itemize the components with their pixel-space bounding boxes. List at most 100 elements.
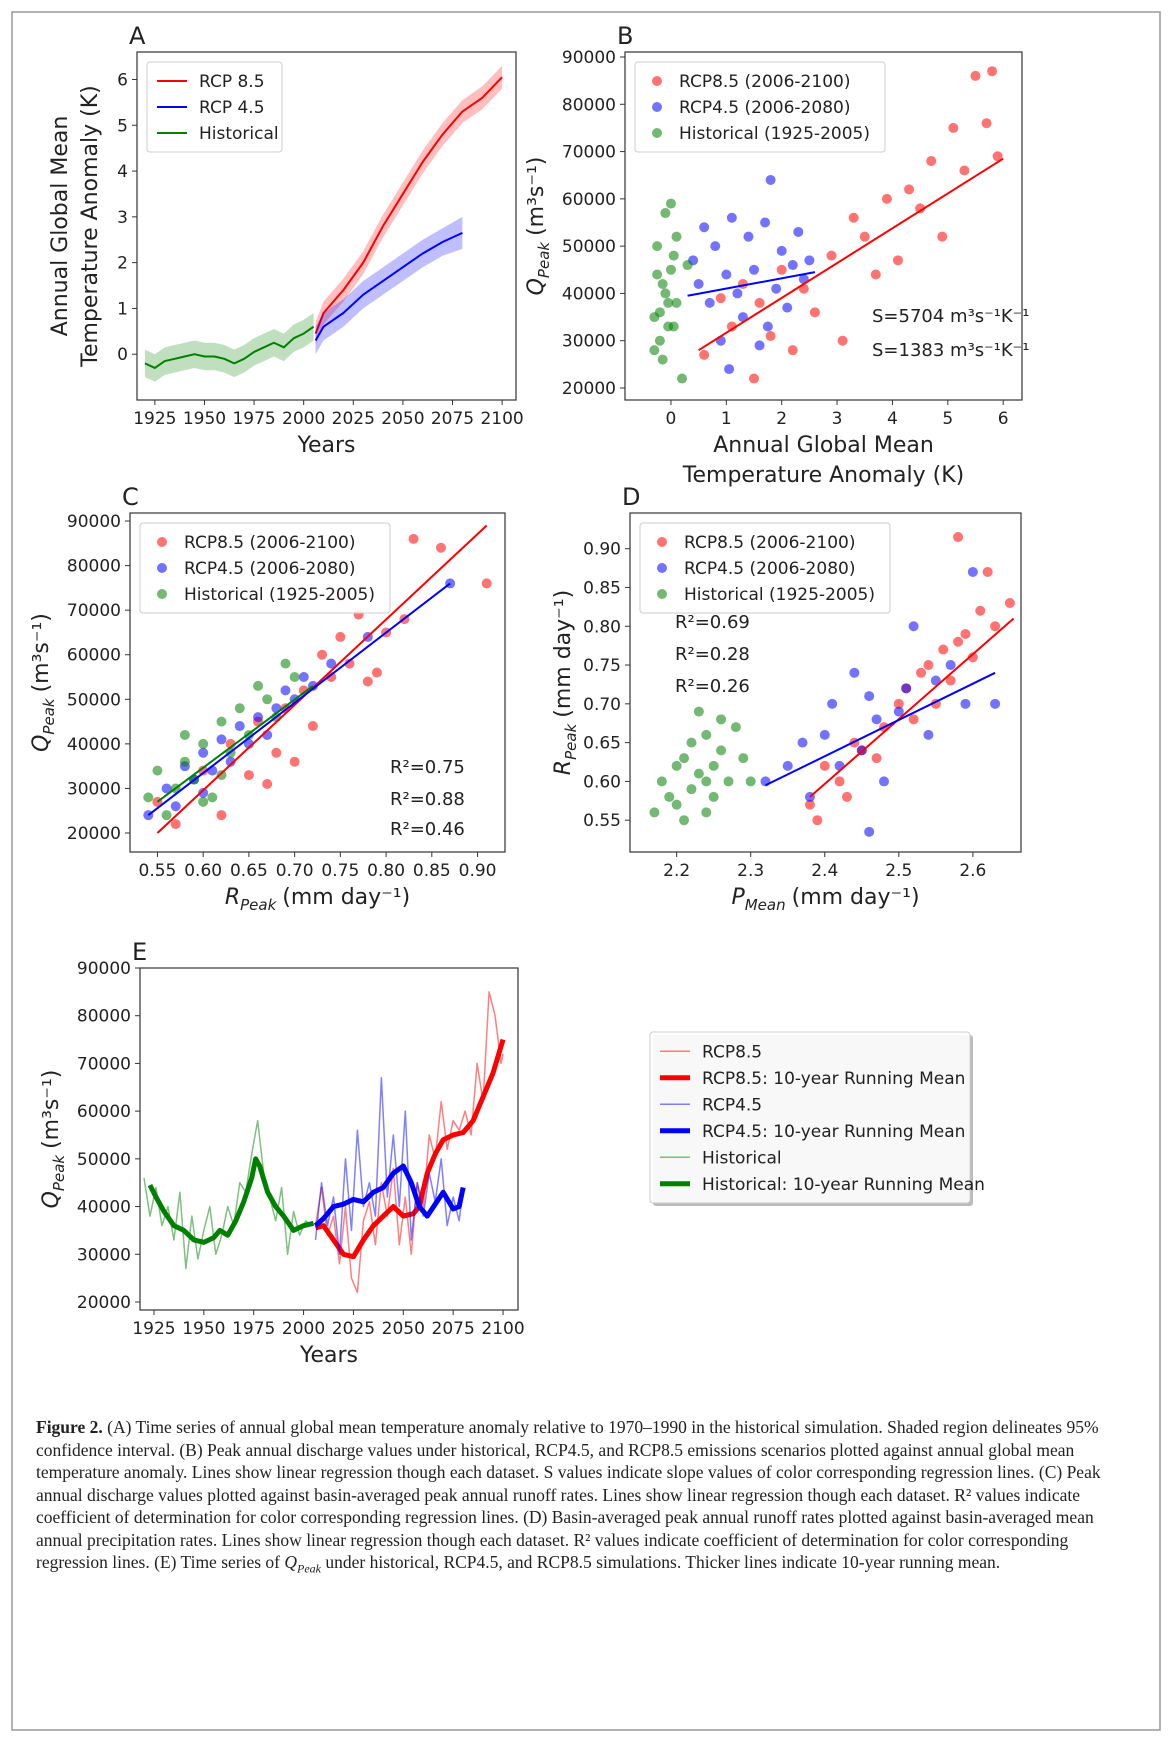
axis-label-subscript: Peak <box>240 896 277 914</box>
caption-symbol: Q <box>284 1552 298 1572</box>
legend-label: Historical <box>702 1148 782 1168</box>
scatter-point <box>216 810 227 821</box>
axis-label-units: (mm day⁻¹) <box>282 885 410 910</box>
scatter-point <box>721 269 732 280</box>
y-tick-label: 40000 <box>67 735 121 755</box>
scatter-point <box>289 672 300 683</box>
x-tick-label: 2.3 <box>737 861 764 881</box>
axis-label-subscript: Peak <box>40 697 58 734</box>
scatter-point <box>953 532 964 543</box>
legend-label: RCP8.5: 10-year Running Mean <box>702 1069 965 1089</box>
scatter-point <box>665 198 676 209</box>
x-tick-label: 0.70 <box>276 861 314 881</box>
scatter-point <box>280 658 291 669</box>
x-tick-label: 0.60 <box>184 861 222 881</box>
scatter-point <box>804 255 815 266</box>
scatter-point <box>654 335 665 346</box>
annotation: S=1383 m³s⁻¹K⁻¹ <box>872 340 1029 361</box>
legend-label: RCP8.5 (2006-2100) <box>684 533 855 553</box>
scatter-point <box>837 335 848 346</box>
scatter-point <box>762 321 773 332</box>
y-tick-label: 0.65 <box>583 734 621 754</box>
scatter-point <box>749 264 760 275</box>
regression-line <box>147 582 451 816</box>
y-tick-label: 90000 <box>77 959 131 979</box>
axis-label: RPeak (mm day⁻¹) <box>225 885 410 914</box>
scatter-point <box>908 621 919 632</box>
y-tick-label: 60000 <box>77 1102 131 1122</box>
axis-label-units: (m³s⁻¹) <box>39 1070 64 1149</box>
scatter-point <box>809 307 820 318</box>
x-tick-label: 2100 <box>480 409 523 429</box>
scatter-point <box>253 680 264 691</box>
axis-label-units: (mm day⁻¹) <box>551 590 576 718</box>
scatter-point <box>1004 597 1015 608</box>
scatter-point <box>699 222 710 233</box>
legend: RCP8.5 (2006-2100) RCP4.5 (2006-2080) Hist… <box>639 522 891 614</box>
scatter-point <box>834 760 845 771</box>
axis-label-symbol: R <box>225 885 240 910</box>
scatter-point <box>152 765 163 776</box>
regression-line <box>809 617 1015 798</box>
y-tick-label: 80000 <box>562 95 616 115</box>
axis-label: Annual Global Mean <box>713 433 934 458</box>
y-tick-label: 50000 <box>562 237 616 257</box>
regression-line <box>765 671 996 787</box>
legend-label: Historical <box>199 124 279 144</box>
scatter-point <box>216 734 227 745</box>
scatter-point <box>216 716 227 727</box>
y-tick-label: 90000 <box>562 48 616 68</box>
scatter-point <box>953 636 964 647</box>
scatter-point <box>671 231 682 242</box>
y-tick-label: 30000 <box>562 332 616 352</box>
axis-label: QPeak (m³s⁻¹) <box>524 157 553 296</box>
scatter-point <box>749 373 760 384</box>
legend-box <box>649 1031 971 1204</box>
annotation: S=5704 m³s⁻¹K⁻¹ <box>872 306 1029 327</box>
scatter-point <box>657 278 668 289</box>
scatter-point <box>701 729 712 740</box>
scatter-point <box>170 819 181 830</box>
scatter-point <box>970 70 981 81</box>
x-tick-label: 2000 <box>282 409 325 429</box>
scatter-point <box>926 156 937 167</box>
x-tick-label: 4 <box>887 409 898 429</box>
scatter-point <box>893 698 904 709</box>
scatter-point <box>826 250 837 261</box>
x-tick-label: 2.6 <box>959 861 986 881</box>
scatter-point <box>668 250 679 261</box>
scatter-point <box>871 753 882 764</box>
scatter-point <box>782 760 793 771</box>
scatter-point <box>408 533 419 544</box>
axis-label: PMean (mm day⁻¹) <box>731 885 919 914</box>
scatter-point <box>937 231 948 242</box>
legend-marker <box>652 102 662 112</box>
axis-label-subscript: Mean <box>745 896 786 914</box>
y-tick-label: 0.75 <box>583 656 621 676</box>
caption: Figure 2. (A) Time series of annual glob… <box>36 1416 1136 1580</box>
scatter-point <box>841 791 852 802</box>
scatter-point <box>960 629 971 640</box>
scatter-point <box>317 649 328 660</box>
scatter-point <box>716 714 727 725</box>
scatter-point <box>671 799 682 810</box>
regression-line <box>156 524 488 834</box>
scatter-point <box>671 297 682 308</box>
legend-box <box>146 61 283 153</box>
scatter-point <box>656 776 667 787</box>
legend-label: RCP 4.5 <box>199 98 265 118</box>
scatter-point <box>652 269 663 280</box>
series-line <box>314 76 503 334</box>
scatter-point <box>665 264 676 275</box>
axis-label: QPeak (m³s⁻¹) <box>39 1070 68 1209</box>
y-tick-label: 0.70 <box>583 695 621 715</box>
y-tick-label: 5 <box>117 116 128 136</box>
legend-marker <box>157 537 167 547</box>
annotation: R²=0.26 <box>675 676 750 697</box>
scatter-point <box>686 784 697 795</box>
scatter-point <box>990 698 1001 709</box>
x-tick-label: 2050 <box>382 1319 425 1339</box>
scatter-point <box>701 776 712 787</box>
annotation: R²=0.75 <box>390 757 465 778</box>
scatter-point <box>776 264 787 275</box>
